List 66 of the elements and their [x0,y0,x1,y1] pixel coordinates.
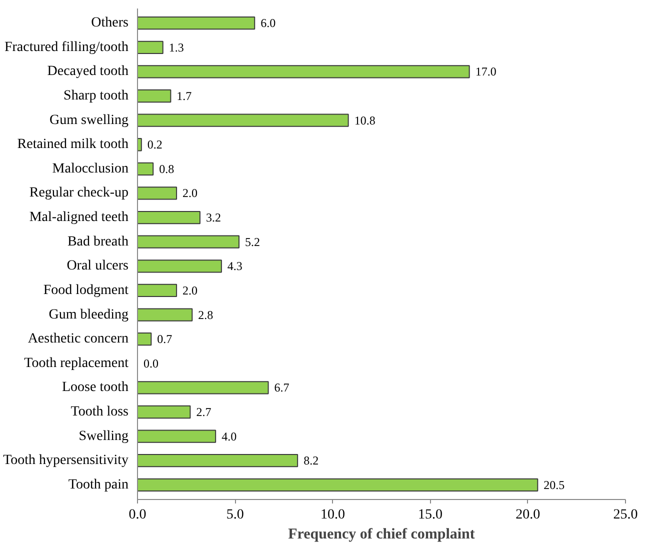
bar [138,210,200,224]
data-label: 2.7 [196,404,212,419]
y-tick-label: Sharp tooth [64,88,129,104]
data-label: 0.0 [144,356,158,370]
bar [138,405,191,419]
bar [138,478,538,492]
y-tick-label: Mal-aligned teeth [29,210,129,226]
data-label: 0.2 [147,138,162,152]
bar [138,16,256,30]
x-tick-label: 0.0 [128,508,146,522]
y-tick-label: Others [91,16,129,31]
x-axis-title: Frequency of chief complaint [288,526,475,542]
y-tick-label: Decayed tooth [47,64,129,80]
y-tick-label: Aesthetic concern [28,332,129,347]
x-tick-label: 5.0 [226,508,244,522]
bar [138,235,240,248]
y-tick-label: Swelling [78,428,128,444]
y-tick-label: Regular check-up [29,186,129,201]
y-tick-label: Bad breath [67,234,128,250]
data-label: 0.7 [157,332,172,346]
data-label: 20.5 [544,478,565,492]
y-tick-label: Gum bleeding [48,307,129,322]
data-label: 0.8 [159,162,174,176]
bar [138,114,349,127]
data-label: 2.8 [198,308,214,322]
data-label: 6.0 [260,16,276,30]
y-tick-label: Food lodgment [43,282,129,298]
x-tick-label: 10.0 [320,508,345,522]
bar [138,284,178,298]
y-tick-label: Malocclusion [52,161,129,176]
bar [138,89,172,103]
x-tick-label: 25.0 [613,508,638,522]
data-label: 5.2 [245,234,260,249]
data-label: 8.2 [304,454,319,468]
data-label: 2.0 [182,186,198,200]
y-tick-label: Retained milk tooth [17,137,129,152]
bar [138,332,152,346]
y-tick-label: Tooth replacement [24,356,129,371]
data-label: 10.8 [354,113,376,128]
y-tick-label: Oral ulcers [66,258,129,274]
data-label: 3.2 [206,210,221,225]
bar [138,162,154,176]
y-tick-label: Loose tooth [62,380,129,396]
bar [138,381,269,394]
bar [138,454,298,468]
bar [138,40,164,54]
y-tick-label: Tooth pain [68,477,129,492]
y-tick-label: Tooth loss [70,404,128,420]
x-tick-label: 15.0 [418,508,443,522]
data-label: 1.3 [168,40,184,54]
data-label: 1.7 [176,89,192,104]
data-label: 6.7 [274,380,290,395]
bar [138,260,222,273]
data-label: 17.0 [475,64,496,79]
bar [138,65,470,78]
y-tick-label: Gum swelling [50,112,129,128]
data-label: 4.3 [227,259,242,274]
bar [138,186,178,200]
bar [138,430,216,443]
y-tick-label: Tooth hypersensitivity [3,453,129,468]
x-tick-label: 20.0 [516,508,540,522]
bar [138,138,142,152]
bar [138,308,193,322]
data-label: 4.0 [222,429,237,444]
y-tick-label: Fractured filling/tooth [4,40,128,55]
data-label: 2.0 [182,283,198,298]
